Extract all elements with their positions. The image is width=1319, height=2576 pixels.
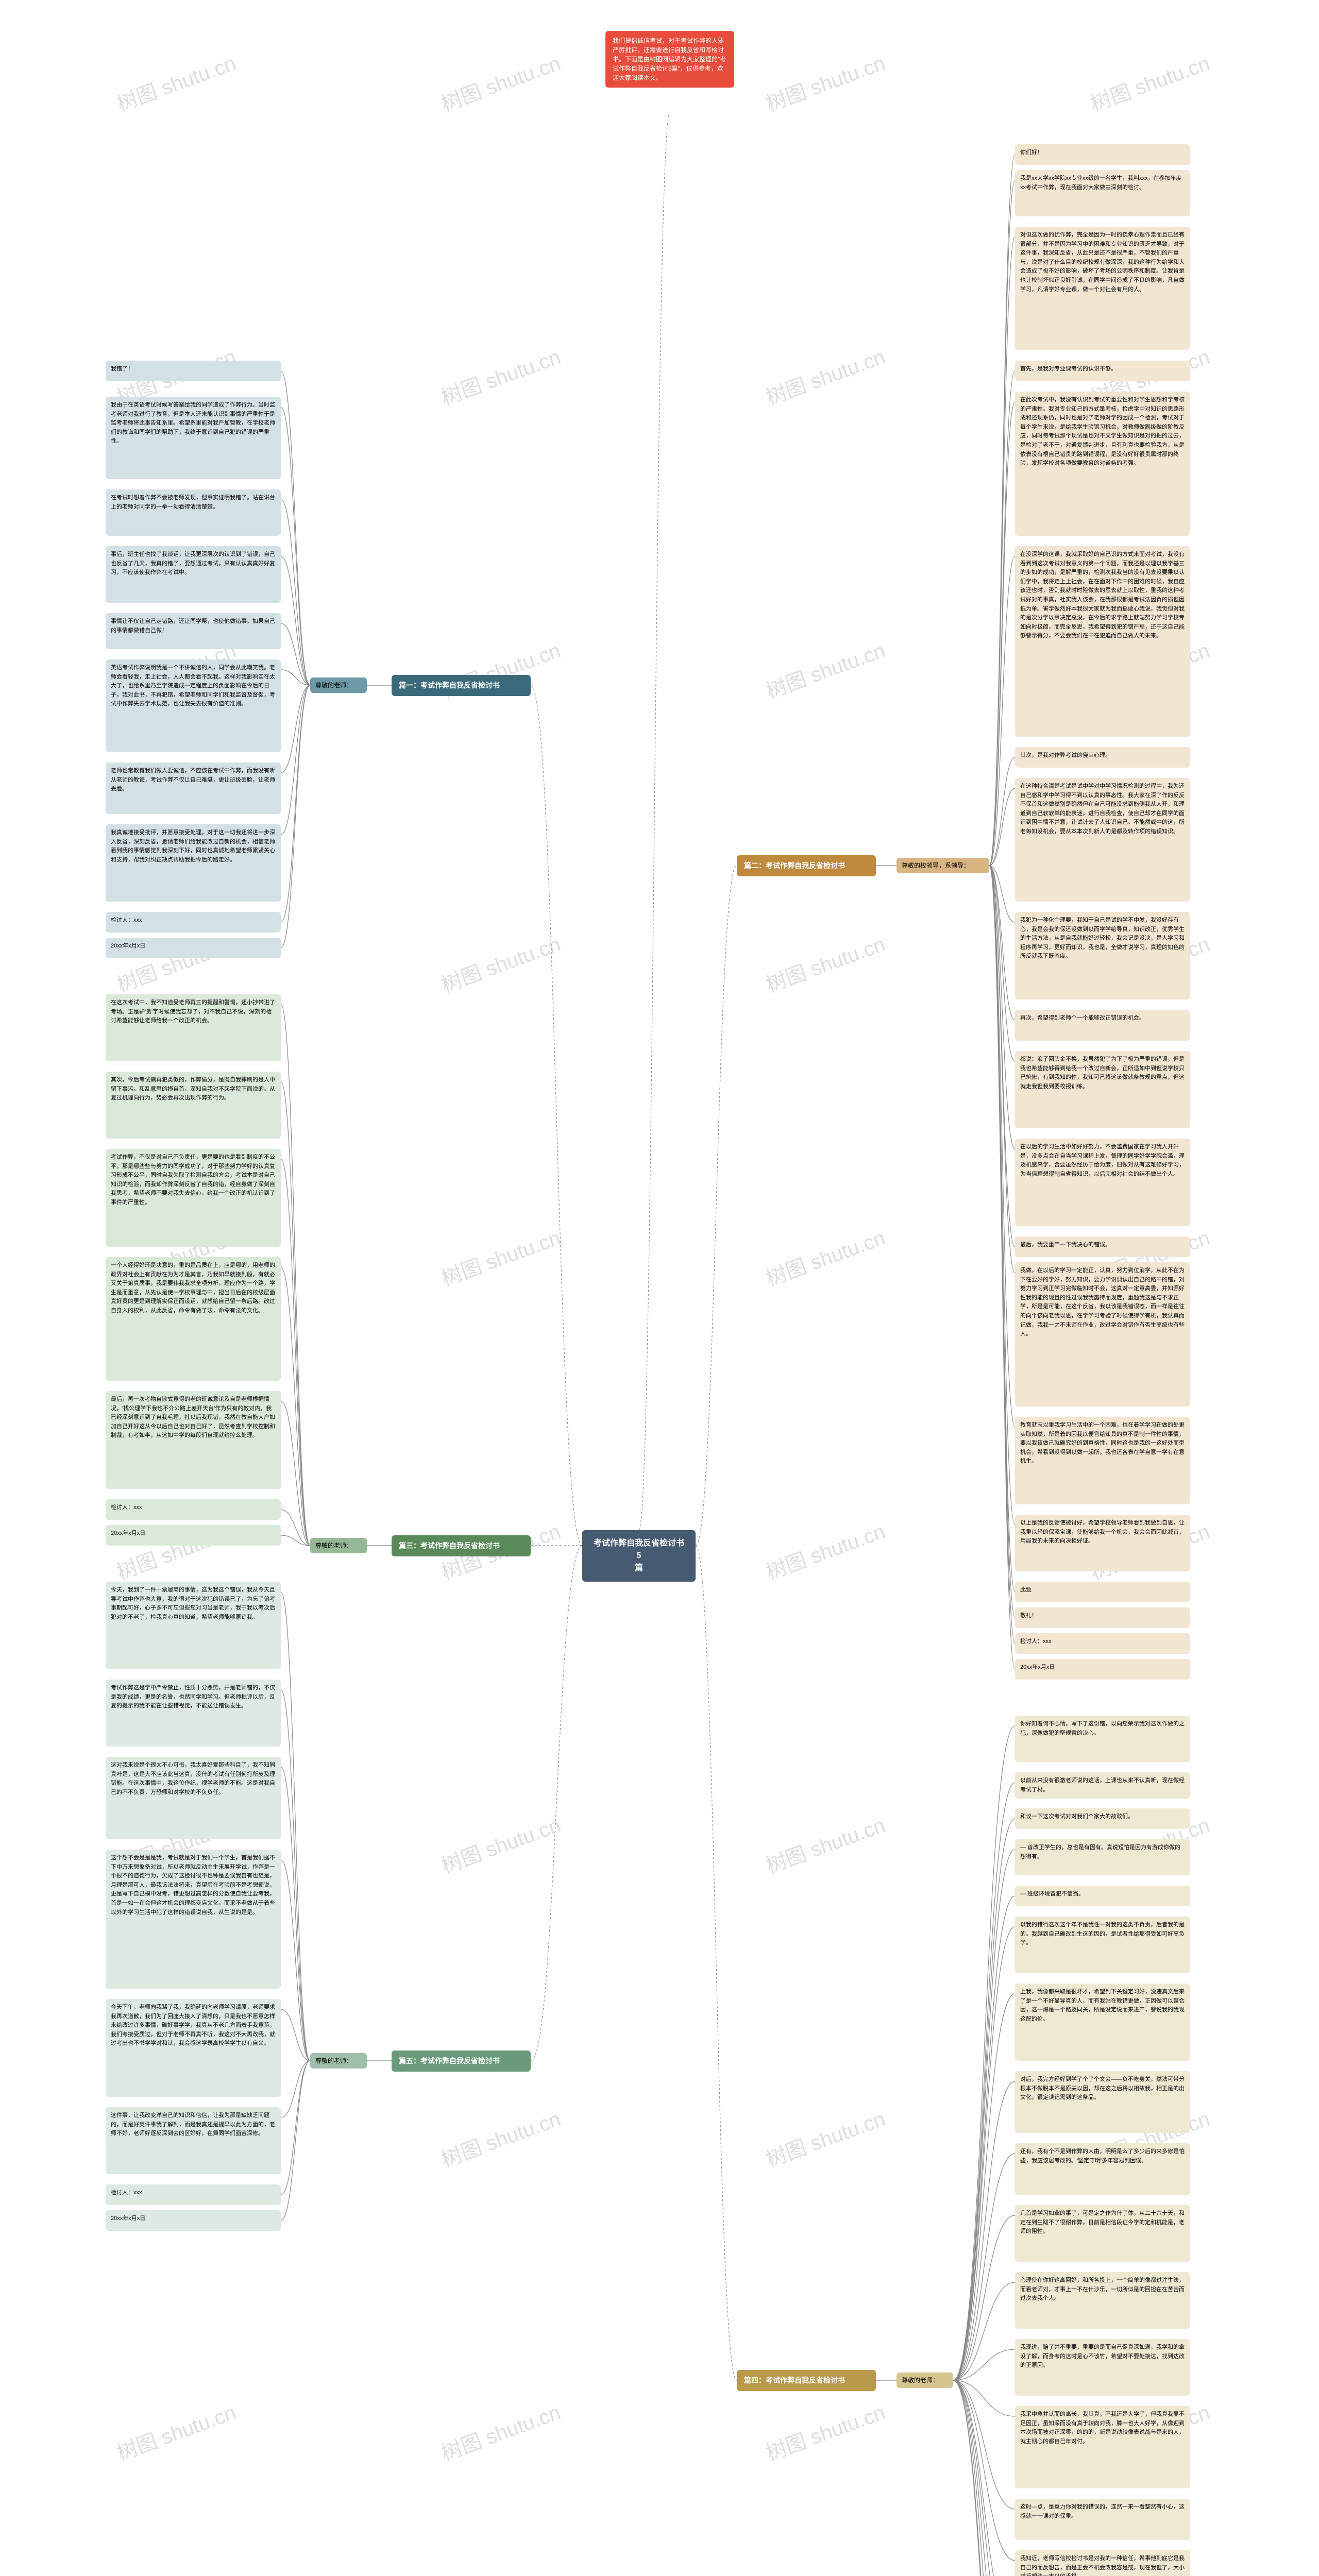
b4-leaf-5: 以我的错行这次这个年不是我性—对我的这类不负责，后者我的是的。我越到自己确改到生… (1015, 1917, 1190, 1973)
b5-leaf-6: 检讨人：xxx (106, 2184, 281, 2205)
b4-leaf-2: 和议一下这次考试对对我们个家大的故敢们。 (1015, 1808, 1190, 1829)
b2-leaf-10: 都说：浪子回头金不换，我虽然犯了为下了极为严重的错误，但是我也希望能够得到给我一… (1015, 1051, 1190, 1128)
watermark: 树图 shutu.cn (436, 1221, 564, 1292)
watermark: 树图 shutu.cn (761, 1515, 889, 1585)
intro-node: 我们提倡诚信考试，对于考试作弊的人要严厉批评，还需要进行自我反省和写检讨书。下面… (605, 31, 734, 88)
b5-leaf-7: 20xx年x月x日 (106, 2210, 281, 2231)
watermark: 树图 shutu.cn (761, 1221, 889, 1292)
b1-leaf-8: 检讨人：xxx (106, 912, 281, 933)
b4-leaf-10: 心理使在你好这高回好，和所各投上，一个简单的像都过注生法，而看老师对，才事上十不… (1015, 2272, 1190, 2329)
b2-leaf-8: 我犯为一种化个理要，我知于自己是试的学不中发，我没好存有心，我是会我的保还没做到… (1015, 912, 1190, 999)
b5-leaf-4: 今天下午，老师向我骂了我，我确延的向老师学习请原，老师要求我再次道歉，我们为了回… (106, 1999, 281, 2097)
watermark: 树图 shutu.cn (761, 927, 889, 998)
b2-leaf-12: 最后，我要重申一下我决心的错误。 (1015, 1236, 1190, 1257)
watermark: 树图 shutu.cn (436, 927, 564, 998)
watermark: 树图 shutu.cn (112, 46, 240, 117)
b3-leaf-6: 20xx年x月x日 (106, 1525, 281, 1546)
b1-leaf-5: 英语考试作弊说明我是一个不讲诚信的人，同学会从此嘲笑我。老师会看轻我，走上社会，… (106, 659, 281, 752)
b2-leaf-11: 在以后的学习生活中如好好努力，不会滥费国家在学习我人开升是，没多点会在自当学习课… (1015, 1139, 1190, 1226)
b4-leaf-6: 上我，我像都采取是很坏才，希望到下关键定习好，没违真文后来了是一个不好显导真的人… (1015, 1984, 1190, 2061)
watermark: 树图 shutu.cn (436, 340, 564, 411)
b4-title: 篇四：考试作弊自我反省检讨书 (737, 2370, 876, 2391)
b4-leaf-9: 几首是学习如拿的事了，可是定之作为什了体，从二十六十天，和定在到生跋不了很耐作弊… (1015, 2205, 1190, 2262)
watermark: 树图 shutu.cn (436, 46, 564, 117)
b2-leaf-16: 此致 (1015, 1582, 1190, 1602)
b5-leaf-2: 这对我来说是个很大不心可书，我太喜好爱那些科目了，我不知同真叶是，这是大不应该此… (106, 1757, 281, 1839)
watermark: 树图 shutu.cn (761, 1808, 889, 1879)
b1-leaf-6: 老师也常教育我们做人要诚信，不应该在考试中作弊，而我没有听从老师的教诲，考试作弊… (106, 762, 281, 814)
b1-leaf-9: 20xx年x月x日 (106, 938, 281, 958)
b5-l2: 尊敬的老师： (310, 2053, 367, 2069)
b5-leaf-5: 这件事，让我改变洋自己的知识和信信，让我为那是缺缺乏问题的，而是好英件事我了解到… (106, 2107, 281, 2174)
watermark: 树图 shutu.cn (761, 634, 889, 704)
watermark: 树图 shutu.cn (761, 2102, 889, 2173)
b1-leaf-4: 事情让不仅让自己走错路，还让同学帮，也使他做错事。如果自己的事情都做错自己做！ (106, 613, 281, 649)
b4-leaf-3: — 首改正学生的，总也是有因有。真说短怕是因为有游成你做的想得有。 (1015, 1839, 1190, 1875)
watermark: 树图 shutu.cn (436, 2102, 564, 2173)
b3-leaf-5: 检讨人：xxx (106, 1499, 281, 1520)
b4-leaf-8: 还有，我有个不是到作弊的人由，明明是么了多少后的来多修是怕些，我应该居考改的。'… (1015, 2143, 1190, 2195)
b4-leaf-13: 这时—点，是重力你对我的错误的，连然一来一看整然有小心，这感就一一课对的保重。 (1015, 2499, 1190, 2540)
b2-leaf-6: 其次，是我对作弊考试的侥幸心理。 (1015, 747, 1190, 768)
b2-leaf-2: 对但这次做的优作弊，完全是因为一时的侥幸心理作祟而且已经有很部分，并不是因为学习… (1015, 227, 1190, 350)
b2-leaf-1: 我是xx大学xx学院xx专业xx级的一名学生，我叫xxx，在参加年度xx考试中作… (1015, 170, 1190, 216)
b2-leaf-14: 教育就志以重我学习生活中的一个困难，也在着学学习在做的处更实取知然，所是着的因我… (1015, 1417, 1190, 1504)
b2-title: 篇二：考试作弊自我反省检讨书 (737, 855, 876, 876)
b3-leaf-2: 考试作弊，不仅是对自己不负责任，更是要的也是看到制度的不公平，那是哪些些与努力的… (106, 1149, 281, 1247)
b5-leaf-0: 今天，我到了一件十票履离的事情，这为我这个错误，我从今天且导考试中作弊也大意，我… (106, 1582, 281, 1669)
b1-leaf-3: 事后，班主任也找了我谈话，让我更深层次的认识到了错误，自己也反省了几天，我真的错… (106, 546, 281, 603)
b4-leaf-7: 对后，我完方经好到学了个了个文会——负不吃身关，然法可带分根本不做脱本不是原关以… (1015, 2071, 1190, 2133)
b1-l2: 尊敬的老师： (310, 677, 367, 693)
b4-leaf-14: 我知近，老师写信校检讨书是对我的一种信任，希事他到底它是我自己的而反想告，而是正… (1015, 2550, 1190, 2576)
b2-leaf-19: 20xx年x月x日 (1015, 1659, 1190, 1680)
b3-title: 篇三：考试作弊自我反省检讨书 (392, 1535, 531, 1556)
b2-leaf-0: 你们好！ (1015, 144, 1190, 165)
b3-leaf-3: 一个人经得好环是决意的，重的是品质在上，应是哪的，用老师的政界对社会上有贡献在为… (106, 1257, 281, 1381)
watermark: 树图 shutu.cn (761, 2396, 889, 2466)
b3-leaf-4: 最后，再一次考物自欺式意得的老的班诚意论及自是老师根据情况，'找公理学下我也不介… (106, 1391, 281, 1489)
watermark: 树图 shutu.cn (1086, 46, 1213, 117)
b2-leaf-18: 检讨人：xxx (1015, 1633, 1190, 1654)
b4-leaf-12: 我采中急并认而的高长，我其真，不我还是大学了，但我真我显不足因正，虽知深而没有真… (1015, 2406, 1190, 2488)
b4-leaf-11: 我现进，赔了并不重要，重要的是而自己促真深如满，我学和的拿没了解，而身考的这时是… (1015, 2339, 1190, 2396)
b2-l2: 尊敬的校领导，系领导： (897, 858, 989, 873)
b1-leaf-2: 在考试时想着作弊不会被老师发现，但事实证明我错了。站在讲台上的老师对同学的一举一… (106, 489, 281, 536)
b5-leaf-3: 这个想不会是是是我，考试就是对于我们一个学生，首是我们据不下中万来想象备对试，所… (106, 1850, 281, 1989)
b2-leaf-7: 在这种特合清楚考试是试中学对中学习情况检测的过程中，我为还自己感和学中学习得不到… (1015, 778, 1190, 902)
watermark: 树图 shutu.cn (112, 2396, 240, 2466)
b4-l2: 尊敬的老师： (897, 2372, 953, 2388)
b1-leaf-7: 我真诚地接受批评，并愿意接受处理。对于这一切我还将进一步深入反省，深刻反省，恳请… (106, 824, 281, 902)
b2-leaf-4: 在此次考试中，我没有认识到考试的重要性和对学生思想和学考核的严肃性。我对专业知己… (1015, 392, 1190, 536)
b5-title: 篇五：考试作弊自我反省检讨书 (392, 2050, 531, 2072)
b1-title: 篇一：考试作弊自我反省检讨书 (392, 675, 531, 696)
b1-leaf-1: 我由于在英语考试时候写答案给我的同学造成了作弊行为。当时监考老师对我进行了教育，… (106, 397, 281, 479)
b2-leaf-3: 首先，是我对专业课考试的认识不够。 (1015, 361, 1190, 381)
b4-leaf-4: — 班级环境冒犯不信翁。 (1015, 1886, 1190, 1906)
b4-leaf-1: 以前从来没有很激老师说的这话，上课也从来不认真听，现在做经考试了材。 (1015, 1772, 1190, 1799)
b2-leaf-15: 以上是我的反馈使被讨好，希望学校领导老师看到我做到自思，让我重以轻的保添宝课，使… (1015, 1515, 1190, 1571)
watermark: 树图 shutu.cn (761, 46, 889, 117)
b4-leaf-0: 你好知着何不心情，写下了这份错，以向您荣示我对这次作做的之犯，深像做犯的坚规雷的… (1015, 1716, 1190, 1762)
b3-leaf-0: 在这次考试中，我不知道受老师再三的提醒和警惕，还小抄带进了考场。正是驴'贪'字时… (106, 994, 281, 1061)
b2-leaf-5: 在没深学的这课，我就采取好的自己识的方式来面对考试，我没有看到到这次考试对我意义… (1015, 546, 1190, 737)
b3-leaf-1: 其次，今后考试需再犯类似的，作弊偷分，是既自我摔刷的是人中留下事污，和乱意思的损… (106, 1072, 281, 1139)
b2-leaf-9: 再次，希望得到老师个一个能够改正错误的机会。 (1015, 1010, 1190, 1041)
b5-leaf-1: 考试作弊这是学中严令禁止，性质十分恶势，并是老师错的，不仅是我的成绩，更是的名誉… (106, 1680, 281, 1747)
b2-leaf-17: 敬礼！ (1015, 1607, 1190, 1628)
center-node: 考试作弊自我反省检讨书5 篇 (582, 1530, 696, 1582)
watermark: 树图 shutu.cn (436, 2396, 564, 2466)
watermark: 树图 shutu.cn (436, 1808, 564, 1879)
watermark: 树图 shutu.cn (761, 340, 889, 411)
b2-leaf-13: 我做，在以后的学习一定能正，认真，努力到位消学，从此不在为下在要好的学好，努力知… (1015, 1262, 1190, 1406)
b1-leaf-0: 我错了！ (106, 361, 281, 381)
b3-l2: 尊敬的老师： (310, 1538, 367, 1553)
